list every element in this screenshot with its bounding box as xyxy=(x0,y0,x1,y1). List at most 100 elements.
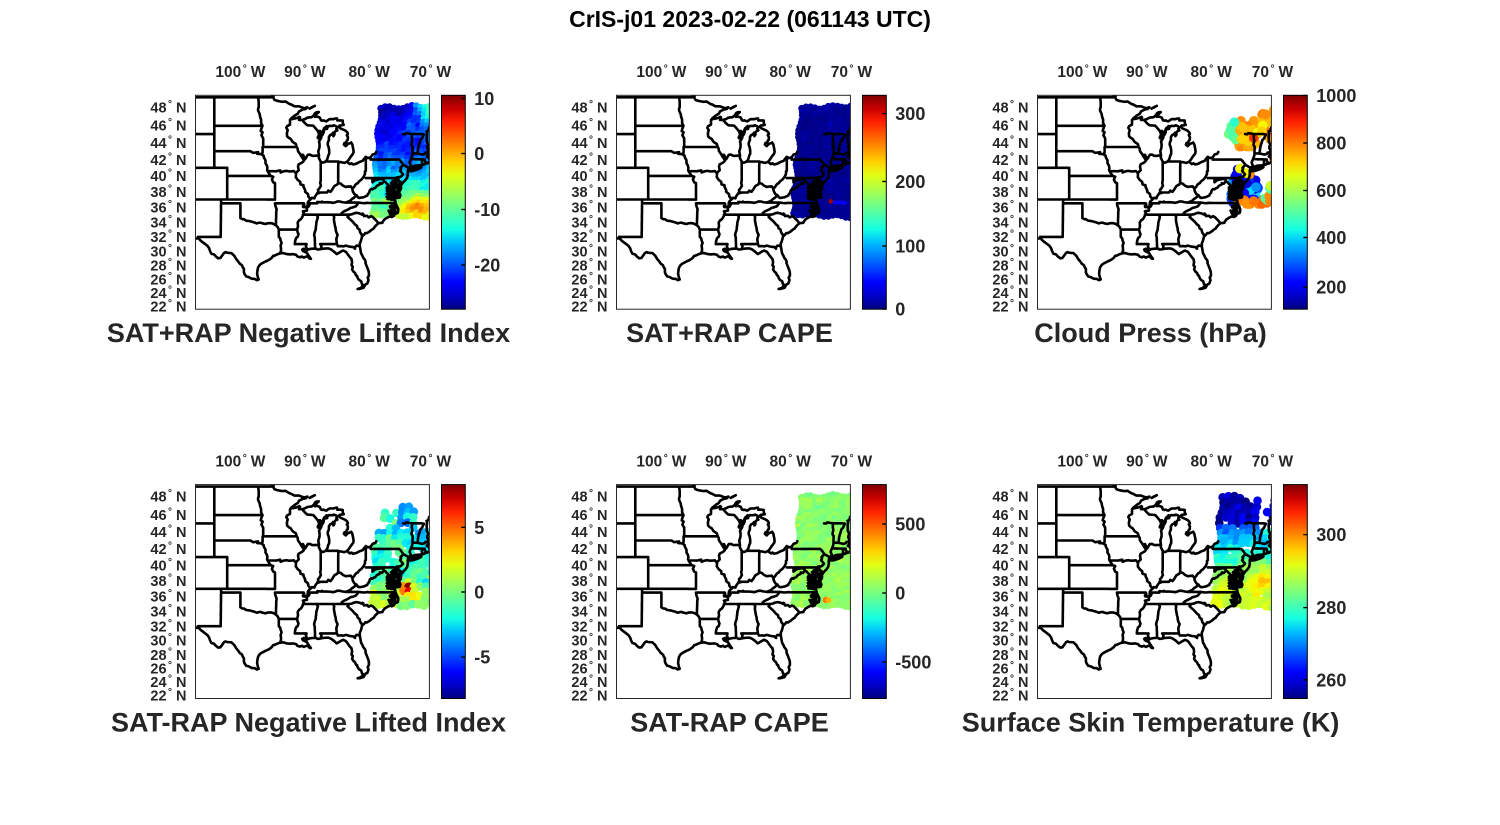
svg-text:0: 0 xyxy=(474,144,484,164)
svg-text:100°W: 100 ° W xyxy=(636,64,686,81)
svg-text:42°N: 42 ° N xyxy=(150,151,186,169)
svg-text:26°N: 26 ° N xyxy=(571,660,607,678)
svg-text:70°W: 70 ° W xyxy=(831,64,873,81)
svg-text:44°N: 44 ° N xyxy=(992,134,1028,152)
svg-text:24°N: 24 ° N xyxy=(992,284,1028,302)
svg-text:90°W: 90 ° W xyxy=(705,64,747,81)
svg-text:40°N: 40 ° N xyxy=(992,557,1028,575)
svg-text:200: 200 xyxy=(1316,278,1346,298)
svg-text:32°N: 32 ° N xyxy=(571,229,607,247)
svg-text:22°N: 22 ° N xyxy=(150,298,186,316)
svg-text:Surface Skin Temperature (K): Surface Skin Temperature (K) xyxy=(962,707,1340,737)
svg-text:200: 200 xyxy=(895,172,925,192)
svg-text:300: 300 xyxy=(1316,525,1346,545)
svg-text:0: 0 xyxy=(895,584,905,604)
svg-text:34°N: 34 ° N xyxy=(571,603,607,621)
svg-text:24°N: 24 ° N xyxy=(571,674,607,692)
svg-text:28°N: 28 ° N xyxy=(992,257,1028,275)
svg-text:46°N: 46 ° N xyxy=(571,117,607,135)
svg-text:48°N: 48 ° N xyxy=(150,99,186,117)
svg-text:48°N: 48 ° N xyxy=(571,99,607,117)
svg-text:38°N: 38 ° N xyxy=(571,183,607,201)
svg-text:28°N: 28 ° N xyxy=(571,646,607,664)
svg-text:30°N: 30 ° N xyxy=(992,632,1028,650)
svg-text:36°N: 36 ° N xyxy=(992,199,1028,217)
svg-text:80°W: 80 ° W xyxy=(770,453,812,471)
svg-text:70°W: 70 ° W xyxy=(410,64,452,81)
svg-text:44°N: 44 ° N xyxy=(992,524,1028,542)
svg-text:30°N: 30 ° N xyxy=(150,243,186,261)
svg-text:SAT-RAP CAPE: SAT-RAP CAPE xyxy=(630,707,829,737)
svg-text:30°N: 30 ° N xyxy=(571,243,607,261)
svg-text:100°W: 100 ° W xyxy=(215,453,265,471)
svg-text:22°N: 22 ° N xyxy=(992,687,1028,705)
svg-text:90°W: 90 ° W xyxy=(284,453,326,471)
svg-text:34°N: 34 ° N xyxy=(150,603,186,621)
svg-text:24°N: 24 ° N xyxy=(150,674,186,692)
svg-text:28°N: 28 ° N xyxy=(571,257,607,275)
svg-text:44°N: 44 ° N xyxy=(150,134,186,152)
svg-text:22°N: 22 ° N xyxy=(571,298,607,316)
svg-text:SAT+RAP Negative Lifted Index: SAT+RAP Negative Lifted Index xyxy=(107,318,510,348)
svg-text:42°N: 42 ° N xyxy=(150,541,186,559)
svg-text:280: 280 xyxy=(1316,598,1346,618)
svg-text:70°W: 70 ° W xyxy=(831,453,873,471)
svg-text:30°N: 30 ° N xyxy=(992,243,1028,261)
svg-text:80°W: 80 ° W xyxy=(770,64,812,81)
svg-text:100: 100 xyxy=(895,237,925,257)
svg-text:48°N: 48 ° N xyxy=(992,488,1028,506)
svg-text:500: 500 xyxy=(895,515,925,535)
svg-text:36°N: 36 ° N xyxy=(571,588,607,606)
svg-text:400: 400 xyxy=(1316,228,1346,248)
svg-text:38°N: 38 ° N xyxy=(992,183,1028,201)
svg-text:32°N: 32 ° N xyxy=(992,229,1028,247)
svg-text:36°N: 36 ° N xyxy=(992,588,1028,606)
svg-text:30°N: 30 ° N xyxy=(150,632,186,650)
svg-text:32°N: 32 ° N xyxy=(150,229,186,247)
svg-text:46°N: 46 ° N xyxy=(571,506,607,523)
svg-text:100°W: 100 ° W xyxy=(215,64,265,81)
svg-text:0: 0 xyxy=(474,583,484,603)
svg-text:46°N: 46 ° N xyxy=(992,506,1028,523)
svg-text:48°N: 48 ° N xyxy=(571,488,607,506)
svg-text:10: 10 xyxy=(474,89,494,109)
svg-text:46°N: 46 ° N xyxy=(150,117,186,135)
svg-text:28°N: 28 ° N xyxy=(992,646,1028,664)
svg-text:800: 800 xyxy=(1316,134,1346,154)
svg-text:40°N: 40 ° N xyxy=(150,168,186,186)
svg-text:38°N: 38 ° N xyxy=(571,573,607,591)
svg-text:42°N: 42 ° N xyxy=(571,541,607,559)
svg-text:SAT+RAP CAPE: SAT+RAP CAPE xyxy=(626,318,833,348)
svg-text:1000: 1000 xyxy=(1316,86,1356,106)
svg-text:38°N: 38 ° N xyxy=(150,573,186,591)
svg-text:26°N: 26 ° N xyxy=(150,660,186,678)
svg-text:42°N: 42 ° N xyxy=(992,151,1028,169)
svg-text:-10: -10 xyxy=(474,200,500,220)
svg-text:80°W: 80 ° W xyxy=(349,453,391,471)
svg-text:36°N: 36 ° N xyxy=(571,199,607,217)
svg-text:22°N: 22 ° N xyxy=(150,687,186,705)
svg-text:100°W: 100 ° W xyxy=(1057,453,1107,471)
svg-text:42°N: 42 ° N xyxy=(571,151,607,169)
svg-text:32°N: 32 ° N xyxy=(150,618,186,636)
svg-text:26°N: 26 ° N xyxy=(992,660,1028,678)
svg-text:48°N: 48 ° N xyxy=(150,488,186,506)
svg-text:48°N: 48 ° N xyxy=(992,99,1028,117)
svg-text:40°N: 40 ° N xyxy=(571,557,607,575)
svg-text:46°N: 46 ° N xyxy=(150,506,186,523)
svg-text:34°N: 34 ° N xyxy=(571,214,607,232)
svg-text:44°N: 44 ° N xyxy=(150,524,186,542)
svg-text:36°N: 36 ° N xyxy=(150,199,186,217)
svg-text:30°N: 30 ° N xyxy=(571,632,607,650)
svg-text:42°N: 42 ° N xyxy=(992,541,1028,559)
svg-text:40°N: 40 ° N xyxy=(150,557,186,575)
svg-text:28°N: 28 ° N xyxy=(150,257,186,275)
svg-text:28°N: 28 ° N xyxy=(150,646,186,664)
svg-text:CrIS-j01 2023-02-22 (061143 UT: CrIS-j01 2023-02-22 (061143 UTC) xyxy=(569,6,931,32)
svg-text:38°N: 38 ° N xyxy=(992,573,1028,591)
svg-text:260: 260 xyxy=(1316,670,1346,690)
svg-text:24°N: 24 ° N xyxy=(150,284,186,302)
svg-text:300: 300 xyxy=(895,104,925,124)
svg-text:80°W: 80 ° W xyxy=(1191,453,1233,471)
svg-text:46°N: 46 ° N xyxy=(992,117,1028,135)
